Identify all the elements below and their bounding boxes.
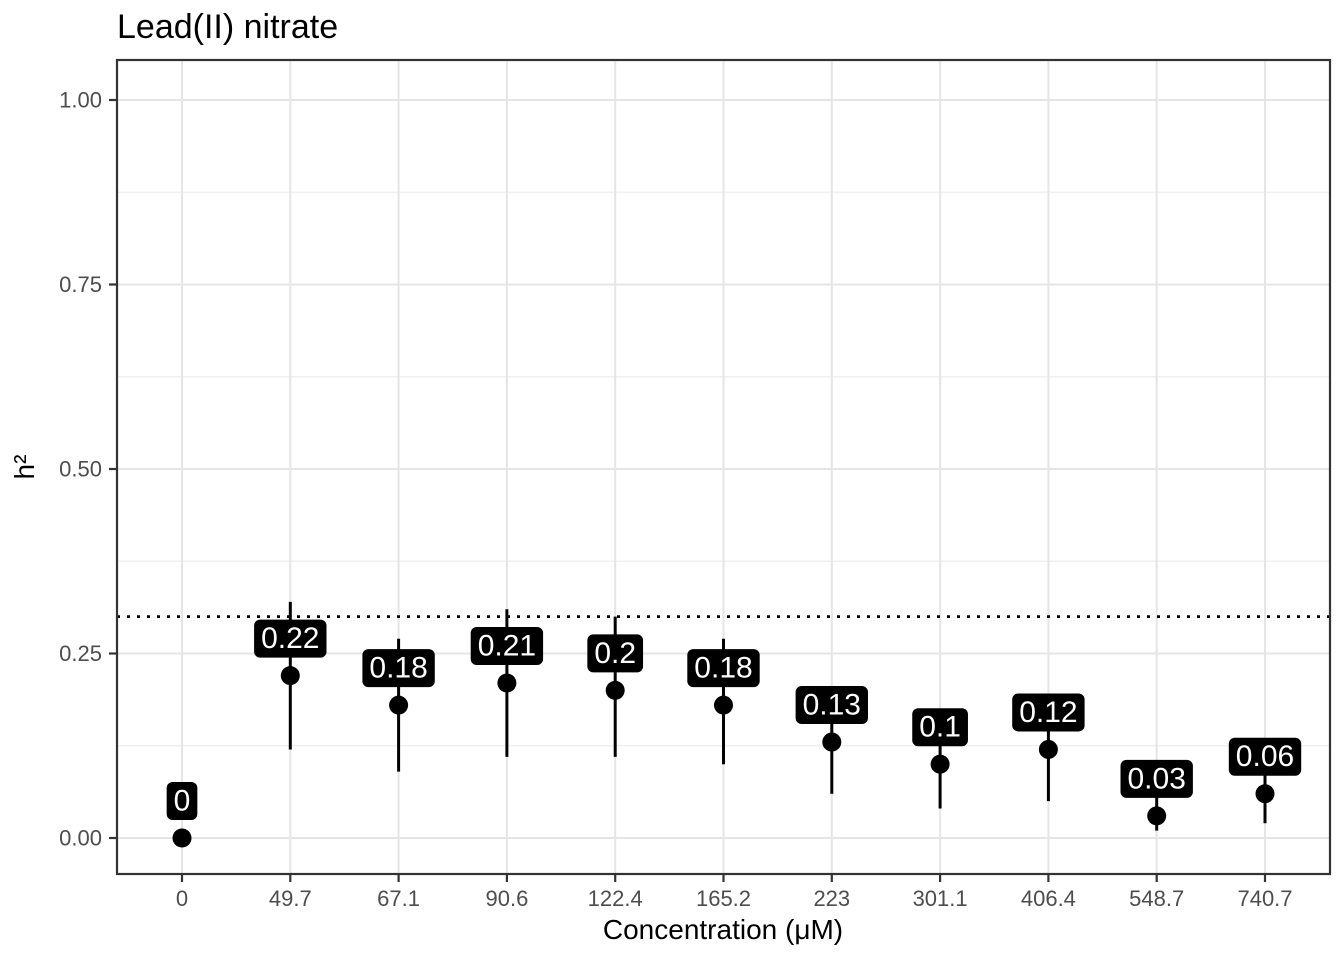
value-label-box: [1120, 759, 1193, 798]
value-label-text: 0.13: [803, 689, 861, 722]
value-label-text: 0.18: [369, 652, 427, 685]
y-tick-label: 0.75: [59, 272, 102, 297]
value-label-text: 0.22: [261, 622, 319, 655]
value-label-text: 0.1: [919, 711, 961, 744]
data-point: [714, 695, 733, 715]
value-label-box: [1012, 693, 1085, 732]
y-tick-label: 0.25: [59, 641, 102, 666]
axes: 0 49.7 67.1 90.6 122.4 165.2 223 301.1 406.4 548.…: [59, 88, 1292, 912]
y-tick-label: 0.50: [59, 457, 102, 482]
x-tick-label: 122.4: [588, 886, 643, 911]
data-point: [1255, 784, 1275, 804]
data-point-group: 0.21: [470, 609, 544, 757]
data-point-group: 0.18: [362, 638, 435, 772]
x-tick-label: 0: [176, 886, 188, 911]
data-point-group: 0.1: [912, 708, 968, 809]
x-tick-label: 49.7: [269, 886, 312, 911]
data-point-group: 0: [166, 782, 198, 848]
y-tick-label: 0.00: [59, 826, 102, 851]
x-tick-label: 67.1: [377, 886, 420, 911]
value-label-box: [795, 686, 868, 725]
y-tick-label: 1.00: [59, 88, 102, 113]
data-point: [280, 666, 300, 686]
value-label-text: 0.06: [1236, 740, 1294, 773]
x-tick-label: 740.7: [1237, 886, 1292, 911]
x-tick-label: 548.7: [1129, 886, 1184, 911]
x-tick-label: 223: [813, 886, 850, 911]
data-point-group: 0.18: [687, 638, 760, 765]
plot-content: 00.220.180.21 0.2 0.180.130.1 0.120.030.060…: [59, 58, 1332, 912]
data-point-group: 0.2: [587, 616, 644, 757]
value-label-text: 0.12: [1019, 696, 1077, 729]
y-axis-title: h²: [9, 455, 40, 480]
data-point: [1038, 739, 1058, 759]
data-point-group: 0.06: [1228, 737, 1302, 824]
data-point: [1147, 806, 1167, 826]
data-point: [822, 732, 842, 752]
value-label-text: 0.03: [1128, 762, 1186, 795]
data-point-group: 0.13: [795, 686, 868, 794]
plot-title: Lead(II) nitrate: [117, 8, 338, 46]
data-point: [930, 754, 950, 774]
value-label-box: [587, 634, 644, 673]
data-point: [172, 828, 192, 848]
value-label-box: [470, 627, 544, 666]
data-point: [605, 680, 625, 700]
value-label-box: [912, 708, 968, 747]
value-label-box: [166, 782, 198, 820]
value-label-box: [254, 619, 327, 658]
value-label-text: 0.21: [478, 630, 536, 663]
data-point-group: 0.22: [254, 601, 327, 750]
x-tick-label: 90.6: [485, 886, 528, 911]
value-label-text: 0: [174, 785, 191, 818]
value-label-box: [687, 649, 760, 688]
data-point-group: 0.12: [1012, 693, 1085, 802]
x-tick-label: 301.1: [913, 886, 968, 911]
value-label-box: [1228, 737, 1302, 776]
data-point-group: 0.03: [1120, 759, 1193, 831]
x-tick-label: 165.2: [696, 886, 751, 911]
data-point: [389, 695, 409, 715]
series-heritability: 0 0.22 0.18 0.21 0.2 0.18 0.13 0.1 0.12 0.03 0.06: [166, 601, 1302, 848]
value-label-box: [362, 649, 435, 688]
x-tick-label: 406.4: [1021, 886, 1076, 911]
x-axis-title: Concentration (μM): [603, 914, 843, 945]
data-point: [497, 673, 517, 693]
value-label-text: 0.2: [594, 637, 636, 670]
value-label-text: 0.18: [694, 652, 752, 685]
